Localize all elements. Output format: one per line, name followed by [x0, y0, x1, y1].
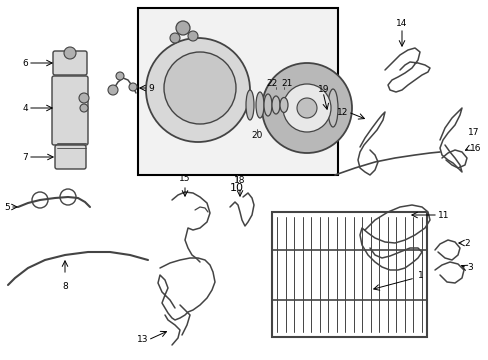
Text: 20: 20 — [251, 131, 262, 140]
Bar — [271, 212, 426, 337]
Ellipse shape — [245, 90, 253, 120]
Text: 1: 1 — [417, 271, 423, 280]
Circle shape — [80, 104, 88, 112]
Text: 5: 5 — [4, 202, 10, 212]
Text: 6: 6 — [22, 59, 28, 68]
Text: 19: 19 — [318, 85, 329, 94]
Text: 12: 12 — [336, 108, 347, 117]
Circle shape — [146, 38, 249, 142]
Ellipse shape — [327, 89, 337, 127]
Text: 8: 8 — [62, 282, 68, 291]
Text: 17: 17 — [467, 127, 479, 136]
Circle shape — [176, 21, 190, 35]
Text: 18: 18 — [234, 176, 245, 185]
Text: 7: 7 — [22, 153, 28, 162]
Text: 13: 13 — [136, 336, 148, 345]
Text: 4: 4 — [22, 104, 28, 113]
Ellipse shape — [264, 94, 271, 116]
Text: 16: 16 — [469, 144, 481, 153]
Circle shape — [116, 72, 124, 80]
Circle shape — [163, 52, 236, 124]
Bar — [138, 8, 337, 175]
Text: 11: 11 — [437, 211, 448, 220]
Circle shape — [283, 84, 330, 132]
Circle shape — [187, 31, 198, 41]
Text: 21: 21 — [281, 78, 292, 87]
Text: 2: 2 — [463, 239, 468, 248]
FancyBboxPatch shape — [55, 145, 86, 169]
Circle shape — [64, 47, 76, 59]
Circle shape — [79, 93, 89, 103]
Circle shape — [129, 83, 137, 91]
Circle shape — [170, 33, 180, 43]
Ellipse shape — [280, 98, 287, 113]
Circle shape — [108, 85, 118, 95]
Ellipse shape — [271, 96, 280, 114]
Circle shape — [296, 98, 316, 118]
Text: 3: 3 — [466, 264, 472, 273]
Ellipse shape — [256, 92, 264, 118]
Text: 10: 10 — [229, 183, 244, 193]
Text: 15: 15 — [179, 174, 190, 183]
FancyBboxPatch shape — [52, 76, 88, 145]
Text: 22: 22 — [266, 78, 277, 87]
Text: 14: 14 — [395, 19, 407, 28]
FancyBboxPatch shape — [53, 51, 87, 75]
Circle shape — [262, 63, 351, 153]
Text: 9: 9 — [148, 84, 153, 93]
